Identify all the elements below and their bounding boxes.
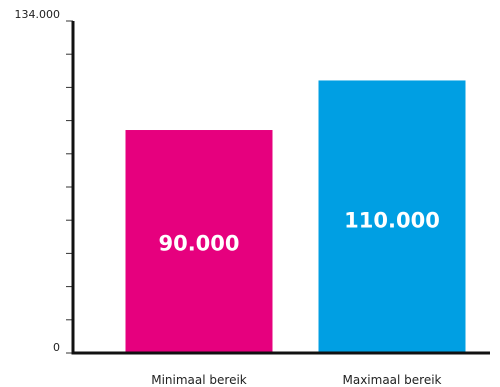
- category-label-minimaal: Minimaal bereik: [151, 373, 247, 387]
- y-tick-label-max: 134.000: [15, 8, 61, 21]
- bar-minimaal-bereik: [125, 130, 273, 353]
- bar-value-label-minimaal: 90.000: [158, 231, 239, 255]
- bar-value-label-maximaal: 110.000: [344, 209, 440, 233]
- bar-maximaal-bereik: [318, 80, 466, 354]
- bars-group: [125, 80, 466, 354]
- category-label-maximaal: Maximaal bereik: [342, 373, 441, 387]
- y-tick-label-min: 0: [53, 341, 60, 354]
